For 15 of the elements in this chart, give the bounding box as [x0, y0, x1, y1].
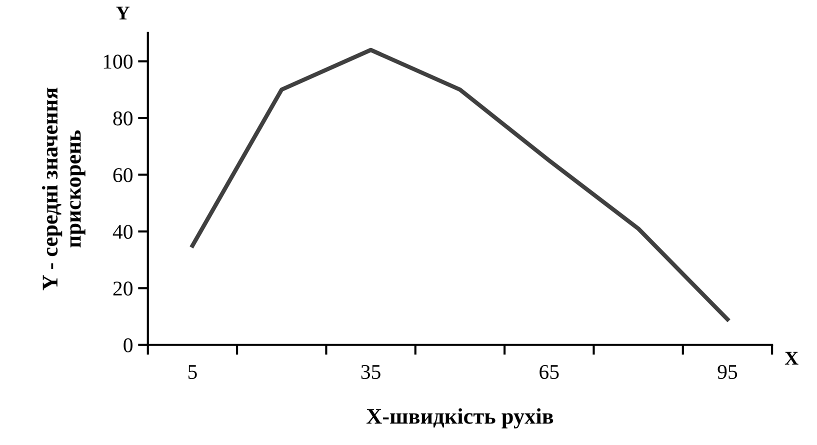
x-tick-label: 5	[188, 365, 197, 379]
y-tick-label: 100	[104, 54, 132, 69]
y-tick-label: 20	[113, 282, 132, 296]
x-axis-title: X-швидкість рухів	[366, 408, 554, 428]
y-tick-label: 60	[113, 168, 132, 182]
x-tick-label: 95	[718, 364, 738, 379]
text: X	[784, 352, 798, 365]
y-tick-label: 40	[112, 224, 132, 239]
y-axis-title: Y - середні значення прискорень	[42, 88, 86, 290]
text: Y	[116, 6, 130, 20]
x-tick-label: 65	[540, 364, 559, 379]
line-series	[190, 48, 730, 322]
y-tick-label: 80	[113, 111, 132, 126]
y-tick-label: 0	[124, 338, 132, 352]
x-tick-label: 35	[361, 364, 380, 379]
